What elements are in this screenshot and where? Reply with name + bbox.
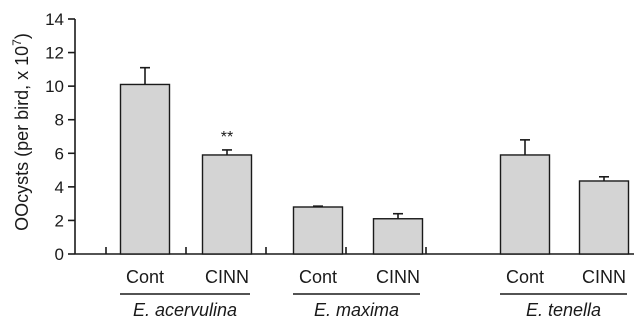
y-tick-label: 14	[45, 10, 64, 29]
bar-category-label: CINN	[582, 267, 626, 287]
y-tick-label: 0	[55, 245, 64, 264]
bar-category-label: Cont	[506, 267, 544, 287]
y-axis-label-text: OOcysts (per bird, x 10	[12, 46, 32, 231]
y-axis-label-close: )	[12, 33, 32, 39]
y-tick-label: 6	[55, 144, 64, 163]
y-tick-label: 8	[55, 111, 64, 130]
bars: **	[119, 66, 630, 255]
y-tick-label: 4	[55, 178, 64, 197]
bar	[201, 154, 253, 255]
bar-category-label: CINN	[205, 267, 249, 287]
bar	[119, 83, 171, 255]
bar-category-label: CINN	[376, 267, 420, 287]
category-labels: Cont CINN E. acervulina Cont CINN E. maxima Co…	[120, 267, 627, 320]
bar	[499, 154, 551, 255]
bar-category-label: Cont	[299, 267, 337, 287]
bar	[578, 180, 630, 255]
group-label: E. tenella	[526, 300, 601, 320]
y-axis-label-exponent: 7	[10, 39, 24, 46]
y-tick-label: 2	[55, 211, 64, 230]
y-tick-label: 10	[45, 77, 64, 96]
bar	[372, 218, 424, 255]
bar	[292, 206, 344, 255]
group-label: E. acervulina	[133, 300, 237, 320]
group-label: E. maxima	[314, 300, 399, 320]
significance-label: **	[221, 129, 233, 146]
y-axis-label: OOcysts (per bird, x 107)	[10, 33, 32, 231]
bar-category-label: Cont	[126, 267, 164, 287]
y-tick-label: 12	[45, 44, 64, 63]
